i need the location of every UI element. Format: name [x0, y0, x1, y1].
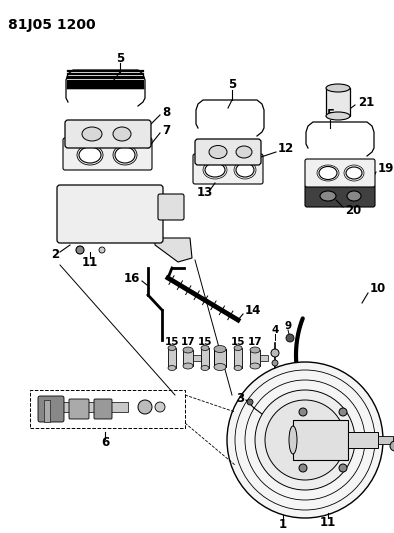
Bar — [65, 140, 150, 168]
Ellipse shape — [250, 347, 260, 353]
FancyBboxPatch shape — [69, 399, 89, 419]
Ellipse shape — [214, 345, 226, 352]
Ellipse shape — [209, 146, 227, 158]
Text: 9: 9 — [284, 321, 292, 331]
Ellipse shape — [183, 347, 193, 353]
Bar — [378, 436, 393, 444]
Ellipse shape — [214, 364, 226, 370]
Ellipse shape — [326, 84, 350, 92]
FancyBboxPatch shape — [305, 159, 375, 187]
Text: 8: 8 — [162, 106, 170, 118]
Circle shape — [265, 400, 345, 480]
Circle shape — [138, 400, 152, 414]
Bar — [168, 348, 176, 368]
FancyBboxPatch shape — [305, 185, 375, 207]
Text: 15: 15 — [231, 337, 245, 347]
Bar — [30, 390, 185, 428]
Ellipse shape — [168, 345, 176, 351]
Ellipse shape — [319, 166, 337, 180]
Circle shape — [390, 441, 394, 451]
Text: 10: 10 — [370, 281, 386, 295]
Text: 15: 15 — [165, 337, 179, 347]
Circle shape — [227, 362, 383, 518]
Text: 81J05 1200: 81J05 1200 — [8, 18, 96, 32]
Ellipse shape — [183, 363, 193, 369]
Bar — [183, 350, 193, 366]
Circle shape — [339, 408, 347, 416]
FancyBboxPatch shape — [63, 138, 152, 170]
Circle shape — [99, 247, 105, 253]
FancyBboxPatch shape — [195, 139, 261, 165]
FancyBboxPatch shape — [65, 120, 151, 148]
Ellipse shape — [79, 147, 101, 163]
Text: 1: 1 — [279, 519, 287, 531]
Ellipse shape — [236, 163, 254, 177]
Ellipse shape — [234, 345, 242, 351]
FancyBboxPatch shape — [158, 194, 184, 220]
Ellipse shape — [201, 345, 209, 351]
Text: 5: 5 — [228, 78, 236, 92]
Circle shape — [286, 334, 294, 342]
Bar — [260, 355, 268, 361]
Circle shape — [155, 402, 165, 412]
Text: 3: 3 — [236, 392, 244, 405]
Circle shape — [299, 408, 307, 416]
Text: 21: 21 — [358, 95, 374, 109]
Ellipse shape — [205, 163, 225, 177]
Polygon shape — [155, 238, 192, 262]
Ellipse shape — [346, 167, 362, 179]
Circle shape — [271, 349, 279, 357]
Circle shape — [255, 390, 355, 490]
Ellipse shape — [326, 112, 350, 120]
Ellipse shape — [250, 363, 260, 369]
Text: 17: 17 — [248, 337, 262, 347]
Text: 6: 6 — [101, 437, 109, 449]
Bar — [250, 350, 260, 366]
Ellipse shape — [113, 127, 131, 141]
Text: 4: 4 — [271, 325, 279, 335]
Bar — [326, 88, 350, 116]
Text: 11: 11 — [82, 255, 98, 269]
Text: 16: 16 — [124, 271, 140, 285]
Bar — [193, 355, 201, 361]
Bar — [234, 348, 242, 368]
Ellipse shape — [320, 191, 336, 201]
Text: 2: 2 — [51, 248, 59, 262]
Ellipse shape — [236, 146, 252, 158]
Ellipse shape — [82, 127, 102, 141]
Ellipse shape — [168, 366, 176, 370]
Bar — [201, 348, 209, 368]
Text: 5: 5 — [326, 109, 334, 122]
Bar — [348, 432, 378, 448]
FancyBboxPatch shape — [193, 154, 263, 184]
Text: 13: 13 — [197, 187, 213, 199]
Circle shape — [76, 246, 84, 254]
Circle shape — [299, 464, 307, 472]
Ellipse shape — [289, 426, 297, 454]
Bar — [293, 420, 348, 460]
Text: 5: 5 — [116, 52, 124, 64]
Ellipse shape — [201, 366, 209, 370]
Text: 20: 20 — [345, 204, 361, 216]
Circle shape — [247, 399, 253, 405]
Text: 14: 14 — [245, 303, 261, 317]
Text: 19: 19 — [378, 161, 394, 174]
FancyBboxPatch shape — [94, 399, 112, 419]
Text: 18: 18 — [213, 349, 227, 359]
Text: 15: 15 — [198, 337, 212, 347]
Text: 11: 11 — [320, 515, 336, 529]
Text: 12: 12 — [278, 141, 294, 155]
Ellipse shape — [347, 191, 361, 201]
Circle shape — [339, 464, 347, 472]
FancyBboxPatch shape — [38, 396, 64, 422]
Circle shape — [272, 360, 278, 366]
FancyBboxPatch shape — [57, 185, 163, 243]
Ellipse shape — [234, 366, 242, 370]
Text: 17: 17 — [181, 337, 195, 347]
Text: 7: 7 — [162, 124, 170, 136]
Bar — [44, 400, 50, 422]
Bar — [38, 402, 128, 412]
Ellipse shape — [115, 147, 135, 163]
Bar — [214, 349, 226, 367]
